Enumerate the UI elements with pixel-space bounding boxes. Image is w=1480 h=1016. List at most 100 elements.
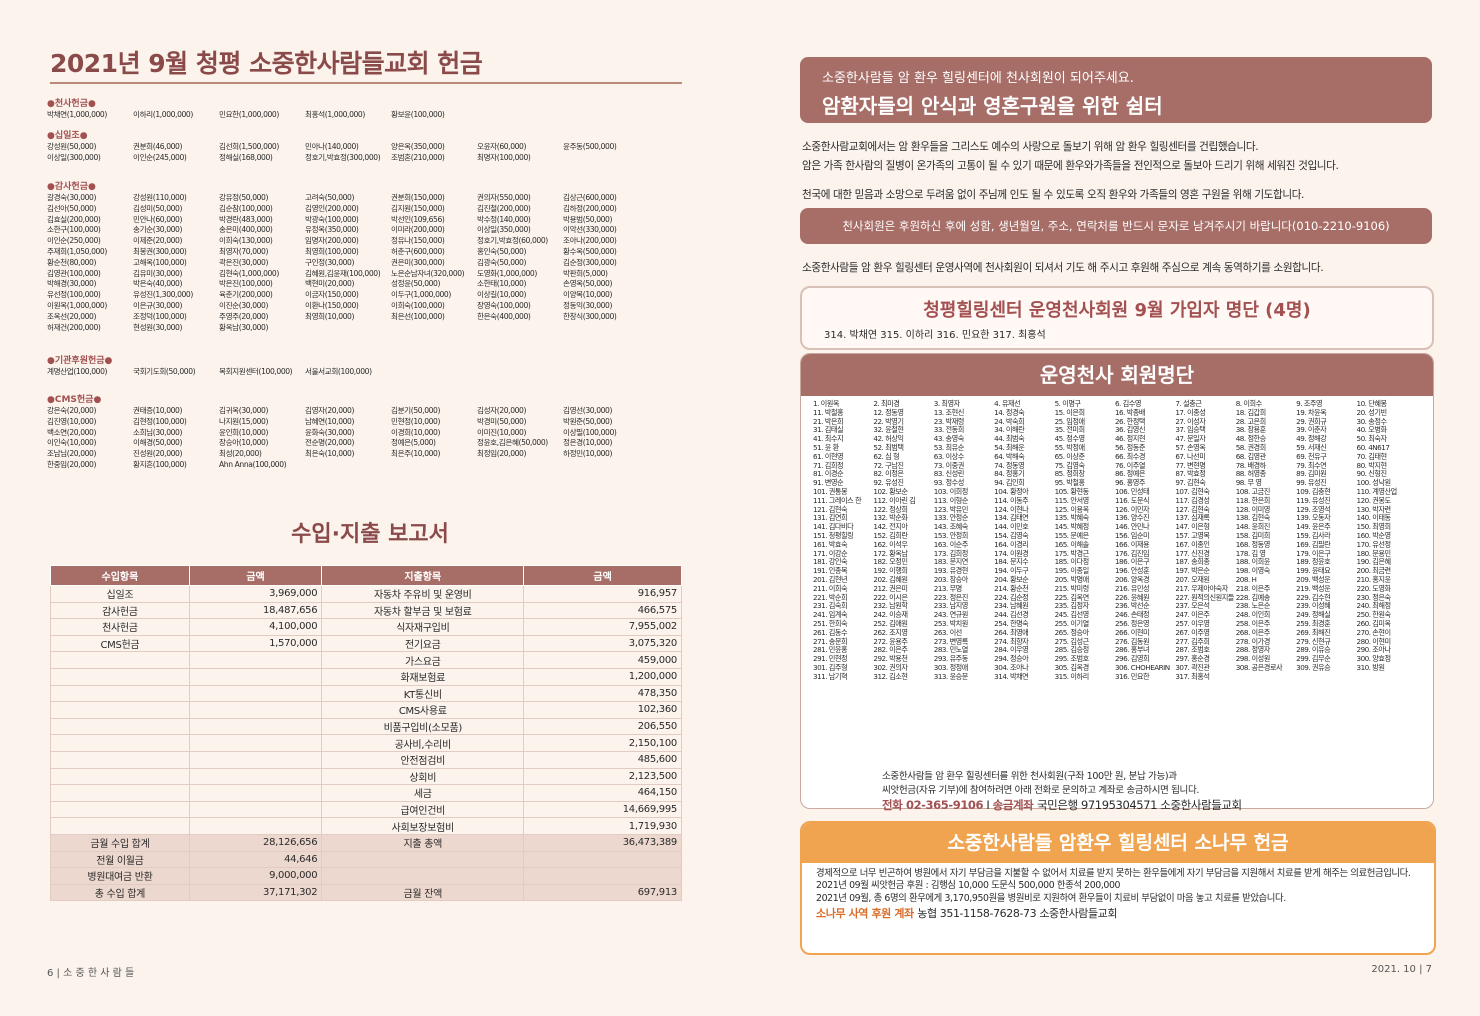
member-entry: 313. 윤승문 xyxy=(933,671,969,681)
member-entry: 263. 이선 xyxy=(933,627,963,637)
member-entry: 15. 이은희 xyxy=(1054,407,1086,417)
item-cell: 급여인건비 xyxy=(321,800,525,819)
member-entry: 168. 정동영 xyxy=(1235,539,1271,549)
member-entry: 110. 계영산업 xyxy=(1356,486,1398,496)
donor-entry: 최정임(20,000) xyxy=(477,449,527,459)
member-entry: 158. 김미희 xyxy=(1235,530,1271,540)
member-entry: 27. 이성자 xyxy=(1175,416,1206,426)
item-cell: 금월 잔액 xyxy=(321,883,525,902)
member-entry: 2. 최미경 xyxy=(873,399,900,408)
donor-entry: 이해경(50,000) xyxy=(133,438,183,448)
member-entry: 294. 정승아 xyxy=(994,654,1029,664)
donor-entry: 정은경(10,000) xyxy=(563,438,613,448)
member-entry: 3. 최영자 xyxy=(933,399,960,408)
member-entry: 17. 이종성 xyxy=(1175,407,1206,417)
member-entry: 4. 유재선 xyxy=(994,399,1021,408)
member-entry: 259. 최경훈 xyxy=(1296,618,1331,628)
offering-names: 강성원(50,000) 권분희(46,000) 김선희(1,500,000) 민아나(… xyxy=(47,142,687,164)
contact-account: 국민은행 97195304571 소중한사람들교회 xyxy=(1036,798,1242,812)
member-entry: 306. CHOHEARIN xyxy=(1114,662,1170,672)
donor-entry: 최영자(70,000) xyxy=(219,246,269,256)
header-income-item: 수입항목 xyxy=(50,565,190,586)
member-entry: 102. 황보순 xyxy=(873,486,908,496)
donor-entry: 김지원(150,000) xyxy=(391,203,445,213)
member-entry: 74. 정동영 xyxy=(994,460,1025,470)
donor-entry: 유선정(100,000) xyxy=(47,290,101,300)
member-entry: 219. 백성운 xyxy=(1296,583,1331,593)
member-entry: 271. 송문희 xyxy=(813,636,848,646)
donor-entry: 최명자(100,000) xyxy=(477,152,531,162)
donor-entry: 송은미(400,000) xyxy=(219,225,273,235)
member-entry: 67. 나선미 xyxy=(1175,451,1206,461)
item-cell: 지출 총액 xyxy=(321,833,525,852)
member-entry: 139. 오동자 xyxy=(1296,513,1331,523)
member-entry: 277. 김주희 xyxy=(1175,636,1210,646)
table-row: 공사비,수리비 2,150,100 xyxy=(50,734,682,752)
donor-entry: 계명산업(100,000) xyxy=(47,367,108,376)
member-entry: 60. 4N617 xyxy=(1356,442,1390,452)
header-expense-amount: 금액 xyxy=(523,565,682,586)
member-entry: 57. 손영옥 xyxy=(1175,442,1206,452)
item-cell: CMS헌금 xyxy=(50,634,190,653)
member-entry: 134. 김태연 xyxy=(994,513,1029,523)
member-entry: 188. 이희윤 xyxy=(1235,557,1271,567)
member-entry: 73. 이중권 xyxy=(933,460,965,470)
donor-entry: 조옥선(20,000) xyxy=(47,311,97,321)
donor-entry: 주영주(20,000) xyxy=(219,311,269,321)
amount-cell: 36,473,389 xyxy=(523,833,682,852)
member-entry: 55. 박정애 xyxy=(1054,442,1086,452)
donor-entry: 허재건(200,000) xyxy=(47,322,101,332)
table-row: 사회보장보험비 1,719,930 xyxy=(50,817,682,835)
member-entry: 111. 그레이스 한 xyxy=(813,495,862,505)
donor-entry: 한중임(20,000) xyxy=(47,459,97,469)
member-entry: 66. 최수경 xyxy=(1114,451,1146,461)
donor-entry: 김성자(20,000) xyxy=(477,406,527,415)
offering-category: ●CMS헌금● xyxy=(47,395,102,405)
member-entry: 235. 김정자 xyxy=(1054,601,1090,611)
member-entry: 26. 한정택 xyxy=(1114,416,1146,426)
donor-entry: 이미진(10,000) xyxy=(477,427,527,437)
donor-entry: 김진영(10,000) xyxy=(47,416,97,426)
member-entry: 186. 이은구 xyxy=(1114,557,1150,567)
donor-entry: 김효실(200,000) xyxy=(47,214,101,224)
donor-entry: 조범혼(210,000) xyxy=(391,152,445,162)
donor-entry: 김순참(100,000) xyxy=(219,203,273,213)
member-entry: 99. 유성진 xyxy=(1296,478,1327,488)
member-entry: 59. 서재신 xyxy=(1296,442,1327,452)
donor-entry: 김현숙(1,000,000) xyxy=(219,268,279,278)
member-entry: 289. 이유승 xyxy=(1296,645,1331,655)
amount-cell: 37,171,302 xyxy=(188,883,323,902)
item-cell: 자동차 할부금 및 보험료 xyxy=(321,601,525,620)
donor-entry: 최은숙(10,000) xyxy=(305,449,355,459)
member-entry: 150. 최영희 xyxy=(1356,522,1392,532)
member-entry: 49. 정해강 xyxy=(1296,434,1327,444)
member-entry: 270. 손현이 xyxy=(1356,627,1392,637)
donor-entry: 정예은(5,000) xyxy=(391,438,436,448)
member-entry: 53. 최유순 xyxy=(933,442,965,452)
new-members-title: 청평힐링센터 운영천사회원 9월 가입자 명단 (4명) xyxy=(923,300,1311,321)
member-entry: 221. 박순희 xyxy=(813,592,848,602)
member-entry: 161. 박효숙 xyxy=(813,539,848,549)
item-cell: 감사헌금 xyxy=(50,601,190,620)
item-cell: 병원대여금 반환 xyxy=(50,867,190,885)
donor-entry: 이상일(300,000) xyxy=(47,152,101,162)
member-entry: 304. 조아나 xyxy=(994,662,1029,672)
member-entry: 108. 고금진 xyxy=(1235,486,1271,496)
donor-entry: 홍인숙(50,000) xyxy=(477,246,527,256)
member-entry: 311. 남기혁 xyxy=(813,671,848,681)
donor-entry: 민요한(1,000,000) xyxy=(219,110,279,119)
member-entry: 58. 권경희 xyxy=(1235,442,1267,452)
item-cell: CMS사용료 xyxy=(321,701,525,719)
member-entry: 24. 박숙희 xyxy=(994,416,1025,426)
member-entry: 100. 성낙원 xyxy=(1356,478,1392,488)
donor-entry: 이상필(100,000) xyxy=(563,427,617,437)
item-cell: 가스요금 xyxy=(321,651,525,669)
donor-entry: 이환나(150,000) xyxy=(305,300,359,310)
member-entry: 16. 박종배 xyxy=(1114,407,1146,417)
banner-subtitle: 소중한사람들 암 환우 힐링센터에 천사회원이 되어주세요. xyxy=(822,71,1134,86)
offering-category: ●감사헌금● xyxy=(47,182,96,192)
member-entry: 83. 신성린 xyxy=(933,469,965,479)
member-entry: 93. 정수성 xyxy=(933,478,965,488)
table-row: 가스요금 459,000 xyxy=(50,651,682,669)
amount-cell: 2,150,100 xyxy=(523,734,682,752)
